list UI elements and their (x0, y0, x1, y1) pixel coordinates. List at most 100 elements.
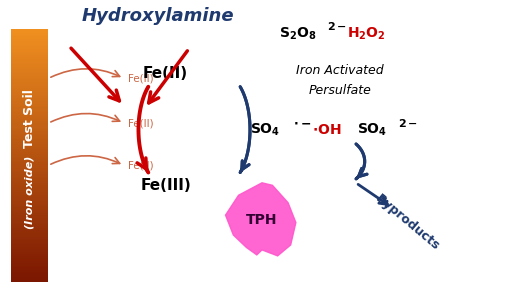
Bar (11, 242, 48, 243)
Bar (11, 76, 48, 77)
Bar (11, 143, 48, 144)
Bar (11, 140, 48, 141)
Bar (11, 98, 48, 100)
Text: $\mathbf{2-}$: $\mathbf{2-}$ (398, 117, 418, 129)
Bar (11, 90, 48, 91)
Bar (11, 229, 48, 230)
Bar (11, 276, 48, 277)
Bar (11, 275, 48, 276)
Bar (11, 92, 48, 93)
Bar (11, 238, 48, 239)
Bar (11, 147, 48, 148)
Bar (11, 166, 48, 167)
Bar (11, 206, 48, 207)
Bar (11, 197, 48, 199)
Bar (11, 78, 48, 79)
Bar (11, 50, 48, 51)
Bar (11, 175, 48, 176)
Bar (11, 79, 48, 81)
Bar (11, 169, 48, 171)
Bar (11, 45, 48, 46)
Bar (11, 243, 48, 244)
Bar (11, 205, 48, 206)
Text: Fe(II): Fe(II) (128, 73, 154, 83)
Bar (11, 188, 48, 190)
Bar (11, 104, 48, 105)
Bar (11, 62, 48, 63)
Bar (11, 111, 48, 112)
Bar (11, 85, 48, 86)
Bar (11, 33, 48, 34)
Bar (11, 40, 48, 42)
Bar (11, 277, 48, 278)
Bar (11, 214, 48, 215)
Bar (11, 258, 48, 259)
Bar (11, 66, 48, 67)
Bar (11, 87, 48, 88)
Bar (11, 59, 48, 61)
Bar (11, 261, 48, 262)
Bar (11, 228, 48, 229)
Bar (11, 83, 48, 85)
Bar (11, 57, 48, 58)
Bar (11, 34, 48, 35)
Bar (11, 69, 48, 70)
Bar (11, 152, 48, 153)
Bar (11, 192, 48, 194)
Bar (11, 233, 48, 234)
Bar (11, 223, 48, 224)
Bar (11, 55, 48, 57)
Bar (11, 269, 48, 271)
Bar (11, 278, 48, 280)
Bar (11, 171, 48, 172)
Bar (11, 182, 48, 183)
Text: $\mathbf{SO_4}$: $\mathbf{SO_4}$ (250, 121, 280, 138)
Bar (11, 49, 48, 50)
Bar (11, 105, 48, 106)
Bar (11, 149, 48, 150)
Bar (11, 267, 48, 268)
Bar (11, 42, 48, 43)
Bar (11, 273, 48, 275)
Text: Fe(II): Fe(II) (128, 118, 154, 128)
Bar (11, 244, 48, 245)
Bar (11, 262, 48, 263)
Bar (11, 68, 48, 69)
Bar (11, 67, 48, 68)
Bar (11, 107, 48, 109)
Bar (11, 231, 48, 233)
Bar (11, 160, 48, 162)
Bar (11, 77, 48, 78)
Bar (11, 195, 48, 196)
Bar (11, 51, 48, 53)
Bar (11, 93, 48, 95)
Bar (11, 196, 48, 197)
Bar (11, 162, 48, 163)
Bar (11, 181, 48, 182)
Bar (11, 145, 48, 147)
Bar (11, 226, 48, 228)
Bar (11, 141, 48, 143)
Bar (11, 157, 48, 158)
Bar (11, 252, 48, 253)
Bar (11, 138, 48, 139)
Bar (11, 224, 48, 225)
Bar (11, 186, 48, 187)
Bar (11, 191, 48, 192)
Bar (11, 144, 48, 145)
Bar (11, 173, 48, 175)
Bar (11, 91, 48, 92)
Bar (11, 225, 48, 226)
Bar (11, 213, 48, 214)
Bar (11, 253, 48, 254)
Bar (11, 190, 48, 191)
Bar (11, 106, 48, 107)
Text: Persulfate: Persulfate (309, 84, 372, 97)
Bar (11, 53, 48, 54)
Bar (11, 88, 48, 90)
Bar (11, 202, 48, 204)
Bar (11, 129, 48, 130)
Bar (11, 259, 48, 261)
Bar (11, 177, 48, 178)
Bar (11, 136, 48, 138)
